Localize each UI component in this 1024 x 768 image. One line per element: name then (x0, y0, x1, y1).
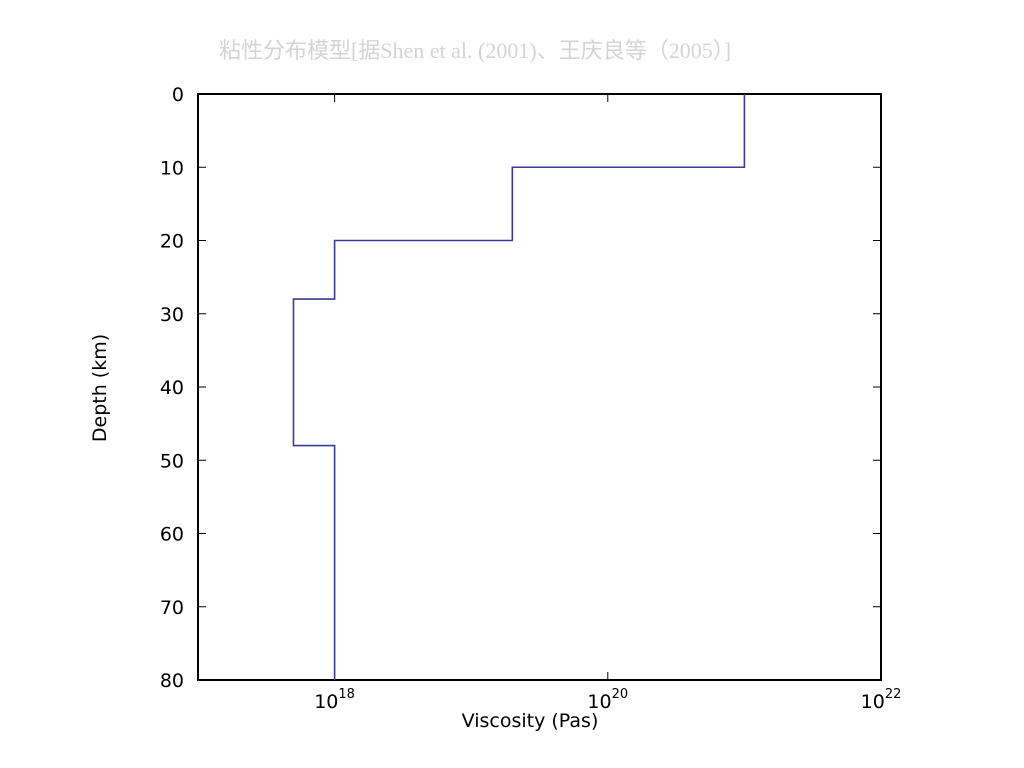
y-tick-label: 70 (160, 597, 184, 619)
y-tick-label: 20 (160, 231, 184, 253)
x-axis-label: Viscosity (Pas) (462, 710, 599, 732)
chart-title: 粘性分布模型[据Shen et al. (2001)、王庆良等（2005）] (219, 38, 731, 63)
x-tick-exponent: 18 (338, 687, 355, 702)
x-tick-label: 1020 (587, 687, 628, 713)
x-tick-exponent: 20 (612, 687, 629, 702)
y-tick-label: 10 (160, 157, 184, 179)
x-tick-exponent: 22 (885, 687, 902, 702)
x-tick-label: 1018 (314, 687, 355, 713)
x-tick-base: 10 (861, 691, 885, 713)
y-tick-label: 60 (160, 524, 184, 546)
plot-frame (197, 93, 882, 681)
data-line (292, 94, 746, 680)
y-tick-label: 0 (172, 84, 184, 106)
y-axis-label: Depth (km) (89, 334, 111, 442)
x-tick-base: 10 (314, 691, 338, 713)
y-tick-label: 30 (160, 304, 184, 326)
y-tick-label: 50 (160, 450, 184, 472)
x-tick-base: 10 (587, 691, 611, 713)
y-tick-label: 80 (160, 670, 184, 692)
x-tick-label: 1022 (861, 687, 902, 713)
y-tick-label: 40 (160, 377, 184, 399)
